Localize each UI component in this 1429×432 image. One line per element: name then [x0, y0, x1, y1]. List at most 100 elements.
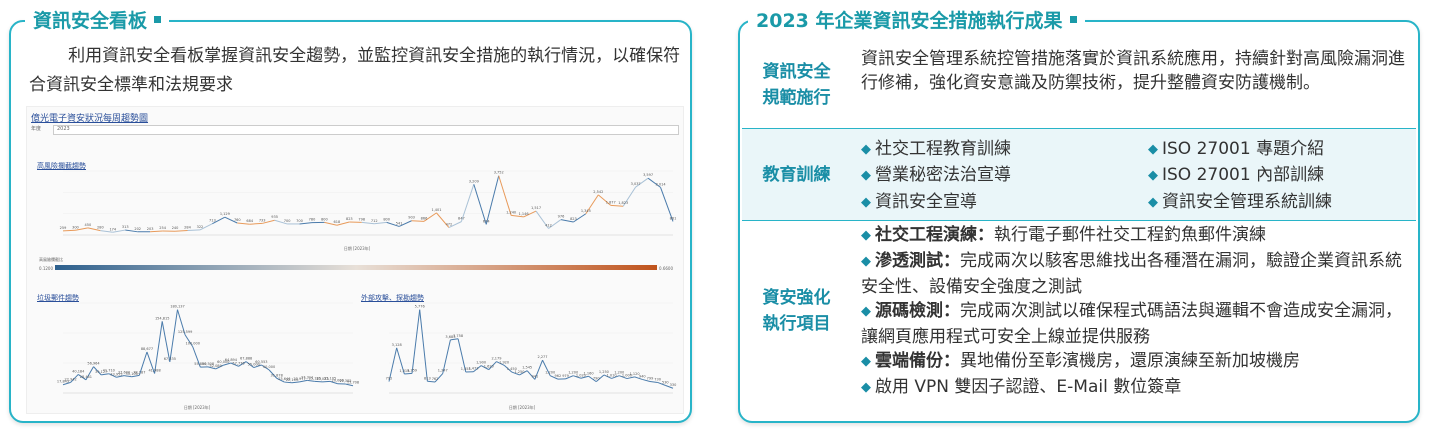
- series-segment: [548, 219, 562, 229]
- series-segment: [485, 175, 500, 225]
- data-label: 17,843: [57, 380, 69, 384]
- series-segment: [261, 364, 270, 371]
- legend-label: 高風險攔截比: [39, 256, 63, 262]
- data-label: 31,878: [271, 373, 283, 377]
- data-label: 25,185: [309, 376, 321, 380]
- series-segment: [436, 212, 450, 228]
- list-item: ◆ ISO 27001 內部訓練: [1148, 165, 1325, 186]
- legend-gradient: [55, 265, 657, 270]
- data-label: 1,900: [476, 361, 486, 365]
- series-segment: [649, 380, 658, 383]
- data-label: 38,187: [133, 370, 145, 374]
- data-label: 1,877: [606, 200, 616, 204]
- series-segment: [448, 221, 462, 228]
- series-segment: [307, 379, 315, 382]
- data-label: 15,708: [347, 381, 359, 385]
- data-label: 1,359: [407, 368, 417, 372]
- series-segment: [274, 219, 288, 225]
- chart2-title: 垃圾郵件趨勢: [37, 294, 79, 302]
- data-label: 25,105: [324, 376, 336, 380]
- series-segment: [434, 373, 444, 383]
- series-segment: [161, 321, 171, 362]
- data-label: 3,037: [631, 182, 641, 186]
- data-label: 1,200: [568, 371, 578, 375]
- series-segment: [549, 375, 559, 380]
- series-segment: [192, 346, 201, 368]
- data-label: 174: [109, 227, 116, 231]
- data-label: 1,347: [438, 369, 448, 373]
- data-label: 55,000: [248, 363, 260, 367]
- row-content: 資訊安全管理系統控管措施落實於資訊系統應用，持續針對高風險漏洞進行修補，強化資安…: [861, 49, 1405, 93]
- series-segment: [647, 177, 661, 188]
- series-segment: [224, 216, 238, 224]
- series-segment: [253, 364, 262, 369]
- series-segment: [112, 229, 126, 233]
- diamond-icon: ◆: [861, 304, 871, 319]
- series-segment: [176, 309, 186, 336]
- data-label: 976: [558, 215, 565, 219]
- data-label: 700: [296, 219, 303, 223]
- series-segment: [125, 229, 138, 233]
- data-label: 1,401: [431, 208, 441, 212]
- series-segment: [588, 375, 597, 383]
- data-label: 40,184: [72, 369, 85, 373]
- results-panel: 2023 年企業資訊安全措施執行成果 資訊安全 規範施行 資訊安全管理系統控管措施…: [738, 8, 1420, 423]
- series-segment: [610, 204, 624, 207]
- series-segment: [595, 374, 605, 382]
- series-segment: [473, 184, 487, 225]
- data-label: 28,461: [80, 375, 92, 379]
- data-label: 56,964: [87, 362, 100, 366]
- year-select[interactable]: 2023: [53, 125, 679, 135]
- table-row: 資訊安全 規範施行 資訊安全管理系統控管措施落實於資訊系統應用，持續針對高風險漏洞…: [742, 41, 1416, 129]
- data-label: 861: [670, 216, 677, 220]
- series-segment: [526, 370, 536, 380]
- series-segment: [442, 339, 451, 374]
- data-label: 22,942: [65, 377, 77, 381]
- data-label: 3,209: [469, 179, 479, 183]
- year-filter[interactable]: 年度 2023: [31, 125, 679, 135]
- data-label: 1,200: [614, 371, 624, 375]
- chart1-plot: 259 300 450 280 174 313 202 203 254 240 284 322 713 1…: [60, 171, 677, 236]
- series-segment: [597, 194, 612, 206]
- data-label: 674: [483, 219, 490, 223]
- dashboard-link[interactable]: 億光電子資安狀況每周趨勢圖: [31, 114, 149, 124]
- list-item: ◆ 社交工程演練：執行電子郵件社交工程釣魚郵件演練: [861, 225, 1266, 245]
- series-segment: [169, 309, 178, 362]
- series-segment: [150, 230, 163, 233]
- series-segment: [70, 374, 79, 383]
- data-label: 823: [346, 217, 353, 221]
- data-label: 60,000: [217, 360, 229, 364]
- series-segment: [635, 177, 649, 188]
- data-label: 300: [72, 225, 79, 229]
- series-segment: [187, 229, 200, 232]
- data-label: 20,000: [332, 379, 344, 383]
- data-label: 1,020: [576, 373, 586, 377]
- legend-min: 0.1200: [39, 266, 53, 271]
- data-label: 33,955: [110, 372, 122, 376]
- data-label: 1,473: [468, 367, 478, 371]
- diamond-icon: ◆: [861, 228, 871, 243]
- data-label: 1,454: [461, 367, 472, 371]
- series-segment: [660, 187, 674, 222]
- data-label: 1,146: [519, 212, 529, 216]
- series-segment: [207, 366, 216, 370]
- data-label: 24,033: [316, 377, 328, 381]
- series-segment: [85, 366, 94, 381]
- series-segment: [511, 371, 520, 376]
- series-segment: [276, 377, 285, 383]
- series-segment: [519, 370, 528, 376]
- series-segment: [223, 362, 232, 366]
- data-label: 64,894: [225, 358, 238, 362]
- series-segment: [457, 338, 467, 373]
- series-segment: [565, 375, 574, 380]
- data-label: 313: [122, 225, 129, 229]
- series-segment: [62, 229, 76, 232]
- data-label: 125,599: [178, 330, 192, 334]
- data-label: 37,600: [118, 371, 130, 375]
- series-segment: [580, 375, 589, 379]
- series-segment: [361, 221, 375, 225]
- data-label: 259: [60, 226, 67, 230]
- results-table: 資訊安全 規範施行 資訊安全管理系統控管措施落實於資訊系統應用，持續針對高風險漏洞…: [742, 41, 1416, 401]
- data-label: 800: [383, 217, 390, 221]
- series-segment: [154, 321, 163, 374]
